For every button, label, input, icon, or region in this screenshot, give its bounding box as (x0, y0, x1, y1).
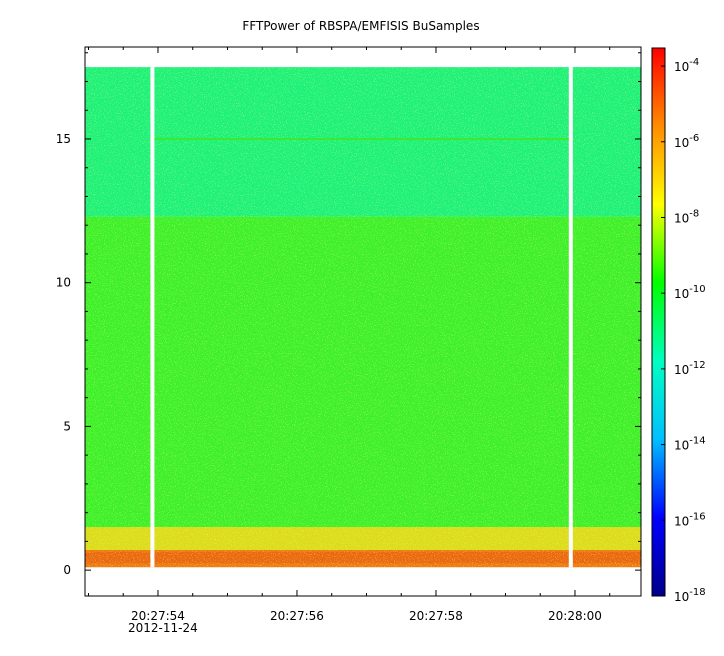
x-tick-label: 20:27:54 (131, 609, 185, 623)
data-gap-1 (568, 67, 573, 568)
plot-frame (84, 46, 642, 597)
x-axis: 20:27:54 20:27:56 20:27:58 20:28:00 (87, 47, 611, 623)
x-tick-label: 20:27:56 (270, 609, 324, 623)
x-tick-label: 20:27:58 (409, 609, 463, 623)
chart-title: FFTPower of RBSPA/EMFISIS BuSamples (242, 19, 479, 33)
y-axis: 0 5 10 15 (56, 52, 641, 577)
colorbar-tick-label: 10-18 (674, 587, 706, 604)
data-gap-0 (150, 67, 155, 568)
x-tick-label: 20:28:00 (548, 609, 602, 623)
colorbar-tick-label: 10-12 (674, 360, 706, 377)
date-label: 2012-11-24 (128, 621, 198, 635)
colorbar-tick-label: 10-10 (674, 284, 706, 301)
colorbar-tick-label: 10-14 (674, 436, 706, 453)
y-tick-label: 10 (56, 276, 71, 290)
data-gaps (150, 67, 573, 568)
colorbar-tick-label: 10-16 (674, 511, 706, 528)
colorbar: 10-4 10-6 10-8 10-10 10-12 10-14 10-16 10-18 (651, 47, 706, 604)
colorbar-tick-label: 10-8 (674, 208, 699, 225)
plot-area (85, 67, 641, 568)
colorbar-tick-label: 10-6 (674, 133, 699, 150)
speckle-texture (85, 67, 641, 568)
y-tick-label: 5 (63, 419, 71, 433)
y-tick-label: 0 (63, 563, 71, 577)
colorbar-tick-label: 10-4 (674, 57, 699, 74)
y-tick-label: 15 (56, 132, 71, 146)
colorbar-scale (651, 47, 666, 597)
